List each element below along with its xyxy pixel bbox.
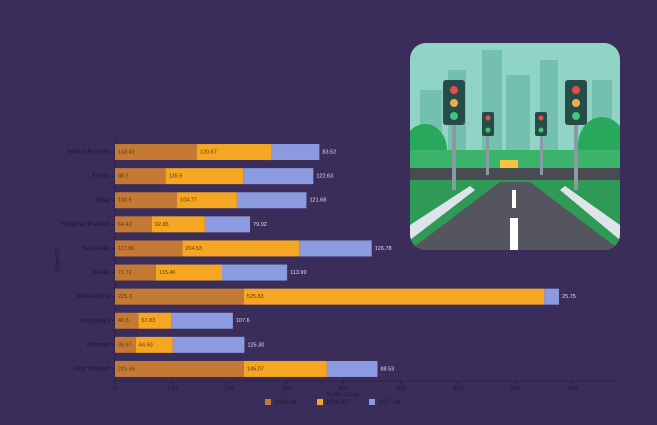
bar-segment <box>243 288 545 305</box>
y-tick-label: Himachal Pradesh <box>61 222 110 228</box>
x-tick-label: 0 <box>113 387 117 393</box>
bar-segment <box>115 144 197 161</box>
value-label: 88.53 <box>381 366 395 372</box>
bar-segment <box>115 264 156 281</box>
bar-segment <box>221 264 288 281</box>
bar-segment <box>155 264 222 281</box>
bar-segment <box>171 312 233 329</box>
value-label: 92.85 <box>155 222 169 228</box>
legend-label: 2015-16 <box>274 400 297 406</box>
bar-segment <box>326 360 378 377</box>
bar-segment <box>115 312 139 329</box>
illustration <box>410 43 620 250</box>
value-label: 126.78 <box>375 246 392 252</box>
bar-segment <box>115 360 244 377</box>
value-label: 225.65 <box>118 366 135 372</box>
value-label: 204.53 <box>185 246 202 252</box>
value-label: 525.83 <box>247 294 264 300</box>
bar-segment <box>243 168 314 185</box>
legend-swatch <box>317 399 323 405</box>
y-tick-label: Maharashtra <box>76 294 110 300</box>
value-label: 88.5 <box>118 174 129 180</box>
value-label: 121.68 <box>309 198 326 204</box>
value-label: 57.83 <box>141 318 155 324</box>
bar-segment <box>299 240 372 257</box>
value-label: 130.67 <box>200 150 217 156</box>
legend-label: 2016-17 <box>326 400 349 406</box>
value-label: 64.42 <box>118 222 132 228</box>
value-label: 71.72 <box>118 270 132 276</box>
bar-segment <box>115 240 183 257</box>
x-tick-label: 800 <box>567 387 578 393</box>
value-label: 108.5 <box>118 198 132 204</box>
x-tick-label: 700 <box>510 387 521 393</box>
value-label: 225.3 <box>118 294 132 300</box>
bar-segment <box>271 144 320 161</box>
bar-segment <box>544 288 560 305</box>
bar-segment <box>177 192 237 209</box>
value-label: 40.8 <box>118 318 129 324</box>
bar-segment <box>115 336 136 353</box>
value-label: 25.75 <box>562 294 576 300</box>
y-tick-label: Bihar <box>96 198 110 204</box>
legend-swatch <box>369 399 375 405</box>
bar-segment <box>138 312 172 329</box>
x-axis-label: In Rs. Crore <box>327 393 360 399</box>
value-label: 83.52 <box>322 150 336 156</box>
value-label: 104.77 <box>180 198 197 204</box>
bar-segment <box>135 336 173 353</box>
bar-segment <box>243 360 327 377</box>
y-tick-label: Uttar Pradesh <box>73 367 110 373</box>
value-label: 145.07 <box>247 366 264 372</box>
value-label: 143.41 <box>118 150 135 156</box>
y-tick-label: Kerala <box>93 270 111 276</box>
y-tick-label: Assam <box>92 174 110 180</box>
x-tick-label: 500 <box>396 387 407 393</box>
value-label: 113.99 <box>290 270 306 276</box>
y-axis-label: State/UT <box>56 248 62 272</box>
value-label: 107.6 <box>236 318 250 324</box>
y-tick-label: Mizoram <box>87 342 110 348</box>
bar-segment <box>236 192 307 209</box>
value-label: 125.30 <box>247 342 264 348</box>
bar-segment <box>115 192 178 209</box>
x-tick-label: 300 <box>281 387 292 393</box>
value-label: 115.46 <box>159 270 175 276</box>
y-tick-label: Meghalaya <box>81 318 111 324</box>
x-tick-label: 200 <box>224 387 235 393</box>
bar-segment <box>196 144 272 161</box>
bar-segment <box>165 168 244 185</box>
y-tick-label: Karnataka <box>83 246 111 252</box>
x-tick-label: 400 <box>339 387 350 393</box>
bar-segment <box>115 216 152 233</box>
value-label: 79.02 <box>253 222 267 228</box>
bar-segment <box>172 336 245 353</box>
legend-label: 2017-18 <box>378 400 401 406</box>
x-tick-label: 100 <box>167 387 178 393</box>
legend-swatch <box>265 399 271 405</box>
bar-segment <box>204 216 251 233</box>
value-label: 64.50 <box>139 342 153 348</box>
bar-segment <box>115 168 166 185</box>
y-tick-label: Andhra Pradesh <box>67 150 110 156</box>
x-tick-label: 600 <box>453 387 464 393</box>
value-label: 135.9 <box>169 174 183 180</box>
value-label: 122.63 <box>316 174 333 180</box>
value-label: 36.67 <box>118 342 132 348</box>
bar-segment <box>151 216 205 233</box>
bar-segment <box>182 240 300 257</box>
bar-segment <box>115 288 244 305</box>
value-label: 117.86 <box>118 246 134 252</box>
